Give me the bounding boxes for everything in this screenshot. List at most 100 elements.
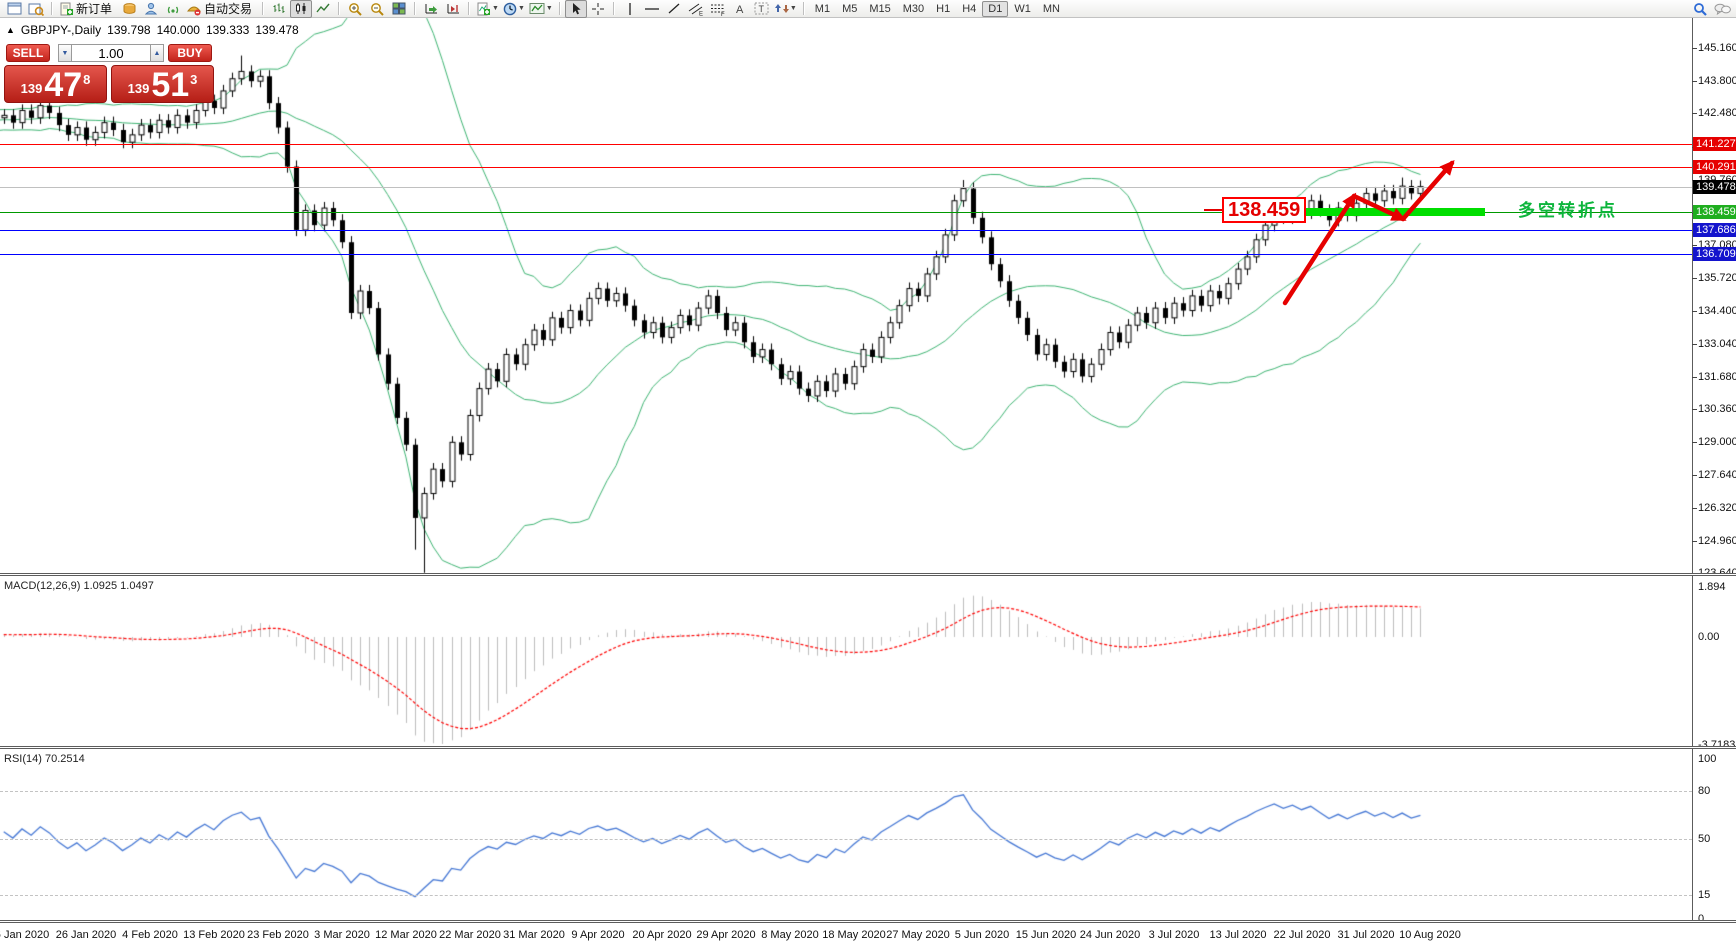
date-axis-separator	[0, 920, 1736, 923]
chart-window-icon	[7, 2, 21, 15]
fibonacci-tool-button[interactable]: F	[707, 0, 729, 18]
pivot-green-axis-marker: 138.459	[1693, 204, 1736, 219]
text-tool-button[interactable]: A	[729, 0, 751, 18]
zoom-out-button[interactable]	[366, 0, 388, 18]
volume-decrease-button[interactable]: ▼	[58, 44, 72, 62]
crosshair-tool-button[interactable]	[587, 0, 609, 18]
timeframe-m1-button[interactable]: M1	[814, 2, 831, 15]
price-axis-tick	[1692, 540, 1697, 542]
sell-price-button[interactable]: 139 47 8	[4, 65, 107, 103]
date-axis-label: 27 May 2020	[886, 929, 950, 941]
buy-button[interactable]: BUY	[168, 44, 212, 62]
main-toolbar: 新订单 自动交易 ▼ ▼	[0, 0, 1736, 18]
search-button[interactable]	[1689, 0, 1711, 18]
mql-community-button[interactable]	[140, 0, 162, 18]
profiles-button[interactable]	[25, 0, 47, 18]
toolbar-separator	[802, 2, 805, 15]
arrows-dropdown-caret[interactable]: ▼	[789, 5, 797, 12]
arrows-tool-button[interactable]: ▼	[773, 0, 799, 18]
new-order-button[interactable]: 新订单	[57, 0, 118, 18]
timeframe-h1-button[interactable]: H1	[936, 2, 951, 15]
trendline-tool-button[interactable]	[663, 0, 685, 18]
ohlc-high: 140.000	[156, 23, 200, 37]
timeframe-w1-button[interactable]: W1	[1014, 2, 1031, 15]
timeframe-mn-button[interactable]: MN	[1042, 2, 1060, 15]
templates-button[interactable]: ▼	[527, 0, 555, 18]
date-axis-label: 18 May 2020	[822, 929, 886, 941]
price-flag-dash	[1204, 209, 1222, 211]
equidistant-channel-icon: E	[688, 3, 703, 16]
chart-shift-button[interactable]	[442, 0, 464, 18]
chart-window-button[interactable]	[3, 0, 25, 18]
zoom-out-icon	[370, 2, 384, 16]
timeframe-m15-button[interactable]: M15	[869, 2, 891, 15]
sell-button[interactable]: SELL	[6, 44, 50, 62]
new-order-label: 新订单	[76, 2, 113, 16]
templates-dropdown-caret[interactable]: ▼	[545, 5, 553, 12]
date-axis-label: 4 Feb 2020	[122, 929, 178, 941]
bar-chart-mode-button[interactable]	[268, 0, 290, 18]
one-click-trading-panel: SELL ▼ ▲ BUY 139 47 8 139 51 3	[4, 43, 218, 103]
collapse-panel-icon[interactable]: ▲	[6, 25, 15, 35]
current-price-line	[0, 186, 1692, 188]
ohlc-close: 139.478	[255, 23, 299, 37]
periods-dropdown-caret[interactable]: ▼	[517, 5, 525, 12]
macd-panel-separator[interactable]	[0, 573, 1736, 576]
price-axis-border	[1692, 18, 1693, 921]
candlestick-icon	[296, 3, 306, 14]
tile-windows-button[interactable]	[388, 0, 410, 18]
signals-button[interactable]	[162, 0, 184, 18]
price-axis-label: 135.720	[1698, 272, 1736, 285]
timeframe-h4-button[interactable]: H4	[962, 2, 977, 15]
resistance-1-line[interactable]	[0, 143, 1692, 145]
timeframe-m5-button[interactable]: M5	[842, 2, 858, 15]
date-axis-label: 5 Jun 2020	[954, 929, 1010, 941]
pivot-highlight-band[interactable]	[1302, 208, 1485, 216]
date-axis-label: 13 Feb 2020	[183, 929, 245, 941]
buy-price-button[interactable]: 139 51 3	[111, 65, 214, 103]
resistance-1-axis-marker: 141.227	[1693, 136, 1736, 151]
chat-button[interactable]	[1711, 0, 1733, 18]
support-1-line[interactable]	[0, 230, 1692, 232]
rsi-panel-separator[interactable]	[0, 746, 1736, 749]
text-label-icon: T	[754, 2, 769, 15]
pivot-green-line[interactable]	[0, 211, 1692, 213]
autotrading-icon	[187, 6, 202, 15]
cursor-icon	[572, 2, 581, 14]
toolbar-separator	[468, 2, 471, 15]
text-label-tool-button[interactable]: T	[751, 0, 773, 18]
indicators-button[interactable]: ▼	[474, 0, 501, 18]
candlestick-mode-button[interactable]	[290, 0, 313, 18]
indicators-dropdown-caret[interactable]: ▼	[492, 5, 499, 12]
timeframe-group: M1 M5 M15 M30 H1 H4 D1 W1 MN	[809, 0, 1066, 17]
resistance-2-line[interactable]	[0, 166, 1692, 168]
auto-scroll-button[interactable]	[420, 0, 442, 18]
toolbar-separator	[51, 2, 53, 15]
price-axis-label: 130.360	[1698, 403, 1736, 416]
support-2-line[interactable]	[0, 254, 1692, 256]
profiles-icon	[28, 3, 44, 16]
volume-increase-button[interactable]: ▲	[150, 44, 164, 62]
price-level-flag[interactable]: 138.459	[1222, 197, 1307, 223]
volume-input[interactable]	[72, 44, 150, 62]
svg-text:A: A	[736, 4, 744, 15]
trendline-icon	[668, 3, 680, 14]
crosshair-icon	[591, 2, 604, 15]
timeframe-d1-button[interactable]: D1	[982, 0, 1009, 17]
price-axis-label: 143.800	[1698, 75, 1736, 88]
symbol-info-bar: ▲ GBPJPY-,Daily 139.798 140.000 139.333 …	[6, 23, 299, 37]
pivot-annotation-text[interactable]: 多空转折点	[1518, 201, 1618, 220]
history-center-button[interactable]	[118, 0, 140, 18]
autotrading-button[interactable]: 自动交易	[184, 0, 258, 18]
cursor-tool-button[interactable]	[564, 0, 587, 18]
line-chart-mode-button[interactable]	[312, 0, 334, 18]
timeframe-m30-button[interactable]: M30	[902, 2, 925, 15]
channel-tool-button[interactable]: E	[685, 0, 707, 18]
rsi-axis-label: 15	[1698, 889, 1711, 901]
price-axis-tick	[1692, 245, 1697, 247]
horizontal-line-tool-button[interactable]	[641, 0, 663, 18]
periods-button[interactable]: ▼	[501, 0, 527, 18]
zoom-in-button[interactable]	[344, 0, 366, 18]
vertical-line-tool-button[interactable]	[619, 0, 641, 18]
